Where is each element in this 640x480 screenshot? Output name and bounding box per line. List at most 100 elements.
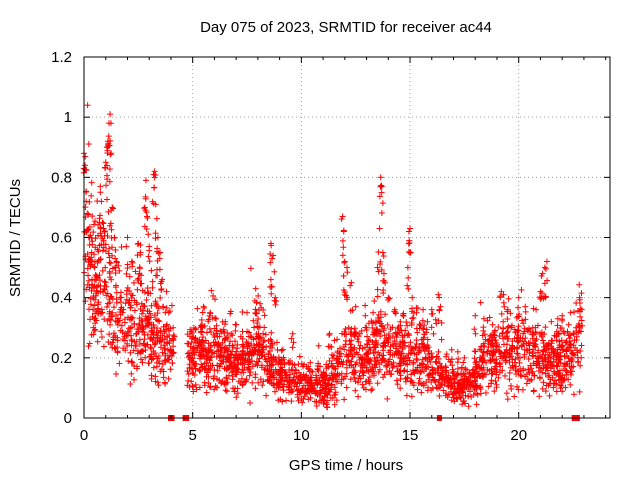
data-point bbox=[537, 288, 544, 295]
data-point bbox=[457, 394, 464, 401]
data-point bbox=[546, 392, 553, 399]
data-point bbox=[516, 354, 523, 361]
data-point bbox=[94, 338, 101, 345]
data-point bbox=[126, 273, 133, 280]
data-point bbox=[578, 342, 585, 349]
data-point bbox=[145, 360, 152, 367]
data-point bbox=[299, 399, 306, 406]
data-point bbox=[315, 342, 322, 349]
data-point bbox=[472, 359, 479, 366]
data-point bbox=[271, 268, 278, 275]
data-point bbox=[283, 397, 290, 404]
data-point bbox=[246, 372, 253, 379]
data-point bbox=[108, 226, 115, 233]
data-point bbox=[379, 200, 386, 207]
data-point bbox=[158, 285, 165, 292]
data-point bbox=[502, 372, 509, 379]
data-point bbox=[368, 387, 375, 394]
data-point bbox=[148, 302, 155, 309]
data-point bbox=[228, 351, 235, 358]
data-point bbox=[407, 225, 414, 232]
data-point bbox=[497, 294, 504, 301]
data-point bbox=[152, 298, 159, 305]
data-point bbox=[552, 347, 559, 354]
data-point bbox=[107, 321, 114, 328]
data-point bbox=[235, 366, 242, 373]
data-point bbox=[199, 309, 206, 316]
data-point bbox=[249, 379, 256, 386]
data-point bbox=[577, 348, 584, 355]
data-point bbox=[90, 229, 97, 236]
data-point bbox=[145, 231, 152, 238]
data-point bbox=[526, 369, 533, 376]
data-point bbox=[339, 252, 346, 259]
data-point bbox=[270, 380, 277, 387]
data-point bbox=[449, 370, 456, 377]
data-point bbox=[477, 299, 484, 306]
data-point bbox=[107, 151, 114, 158]
data-point bbox=[432, 358, 439, 365]
data-point bbox=[512, 356, 519, 363]
data-point bbox=[244, 309, 251, 316]
data-point bbox=[366, 360, 373, 367]
data-point bbox=[113, 289, 120, 296]
data-point bbox=[154, 245, 161, 252]
data-point bbox=[378, 182, 385, 189]
data-point bbox=[291, 362, 298, 369]
data-point bbox=[106, 166, 113, 173]
data-point bbox=[405, 228, 412, 235]
data-point bbox=[386, 356, 393, 363]
data-point bbox=[204, 329, 211, 336]
data-point bbox=[374, 380, 381, 387]
data-point bbox=[501, 303, 508, 310]
data-point bbox=[156, 318, 163, 325]
data-point bbox=[418, 389, 425, 396]
x-axis-label: GPS time / hours bbox=[289, 457, 403, 474]
data-point bbox=[389, 364, 396, 371]
data-point bbox=[495, 374, 502, 381]
data-point bbox=[405, 330, 412, 337]
data-point bbox=[203, 389, 210, 396]
data-point bbox=[359, 381, 366, 388]
data-point bbox=[433, 384, 440, 391]
data-point bbox=[496, 360, 503, 367]
data-point bbox=[443, 351, 450, 358]
data-point bbox=[110, 330, 117, 337]
data-point bbox=[550, 349, 557, 356]
data-point bbox=[184, 331, 191, 338]
data-point bbox=[374, 286, 381, 293]
data-point bbox=[491, 388, 498, 395]
x-tick-label: 15 bbox=[402, 427, 419, 444]
y-tick-label: 1.2 bbox=[51, 49, 72, 66]
data-point bbox=[480, 324, 487, 331]
data-point bbox=[435, 348, 442, 355]
data-point bbox=[102, 241, 109, 248]
data-point bbox=[432, 369, 439, 376]
data-point bbox=[167, 347, 174, 354]
data-point bbox=[125, 358, 132, 365]
data-point bbox=[506, 376, 513, 383]
data-point bbox=[413, 337, 420, 344]
data-point bbox=[339, 237, 346, 244]
data-point bbox=[127, 381, 134, 388]
chart-title: Day 075 of 2023, SRMTID for receiver ac4… bbox=[200, 19, 492, 36]
data-point bbox=[343, 384, 350, 391]
data-point bbox=[206, 384, 213, 391]
data-point bbox=[492, 378, 499, 385]
data-point bbox=[568, 364, 575, 371]
data-point bbox=[577, 362, 584, 369]
data-point bbox=[408, 393, 415, 400]
data-point bbox=[130, 362, 137, 369]
data-point bbox=[259, 382, 266, 389]
data-point bbox=[403, 392, 410, 399]
data-point bbox=[503, 341, 510, 348]
data-point bbox=[153, 215, 160, 222]
data-point bbox=[103, 182, 110, 189]
data-point bbox=[378, 209, 385, 216]
data-point bbox=[356, 345, 363, 352]
data-point bbox=[543, 258, 550, 265]
data-point bbox=[134, 286, 141, 293]
y-tick-label: 0.4 bbox=[51, 290, 72, 307]
data-point bbox=[473, 401, 480, 408]
data-point bbox=[103, 304, 110, 311]
